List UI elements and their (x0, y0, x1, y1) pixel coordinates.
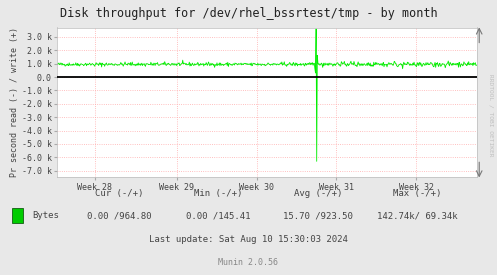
Y-axis label: Pr second read (-) / write (+): Pr second read (-) / write (+) (10, 28, 19, 177)
Text: Max (-/+): Max (-/+) (393, 189, 442, 198)
Text: Min (-/+): Min (-/+) (194, 189, 243, 198)
Text: Disk throughput for /dev/rhel_bssrtest/tmp - by month: Disk throughput for /dev/rhel_bssrtest/t… (60, 7, 437, 20)
Text: Last update: Sat Aug 10 15:30:03 2024: Last update: Sat Aug 10 15:30:03 2024 (149, 235, 348, 244)
Text: 0.00 /145.41: 0.00 /145.41 (186, 211, 251, 220)
Text: 0.00 /964.80: 0.00 /964.80 (87, 211, 152, 220)
Text: RRDTOOL / TOBI OETIKER: RRDTOOL / TOBI OETIKER (488, 74, 493, 157)
Text: 142.74k/ 69.34k: 142.74k/ 69.34k (377, 211, 458, 220)
Text: Cur (-/+): Cur (-/+) (95, 189, 144, 198)
Text: Bytes: Bytes (32, 211, 59, 220)
Text: 15.70 /923.50: 15.70 /923.50 (283, 211, 353, 220)
Text: Avg (-/+): Avg (-/+) (294, 189, 342, 198)
Text: Munin 2.0.56: Munin 2.0.56 (219, 258, 278, 267)
